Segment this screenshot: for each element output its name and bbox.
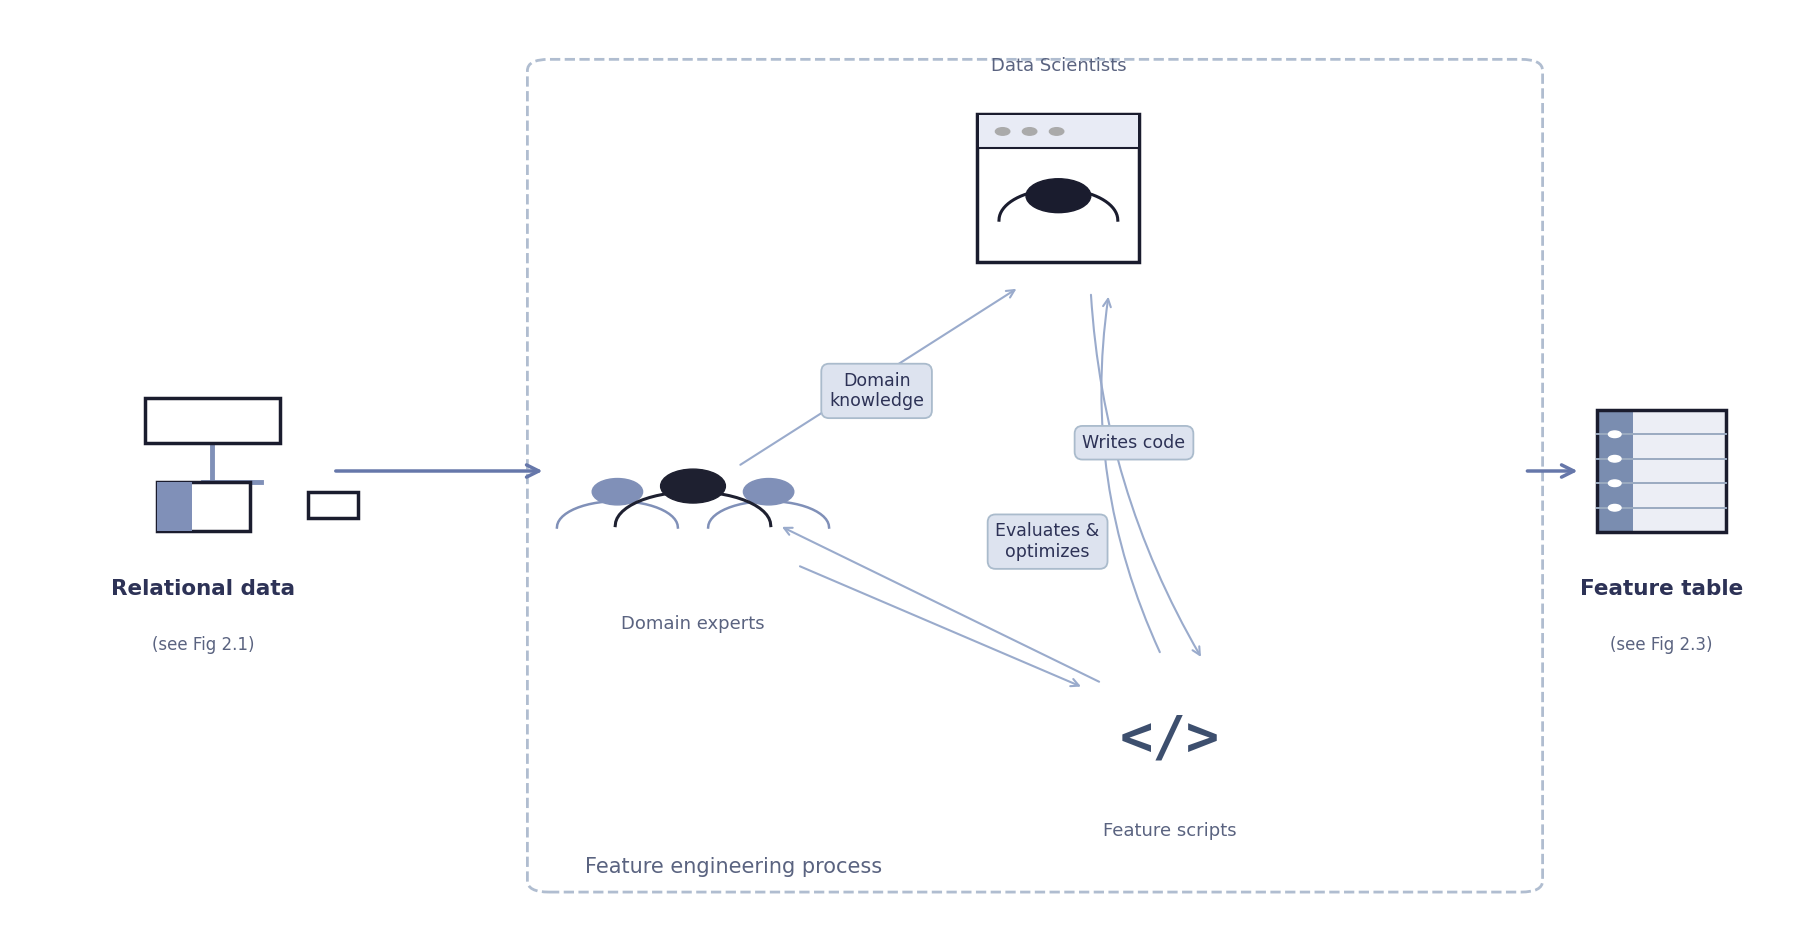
Text: Domain
knowledge: Domain knowledge	[830, 371, 923, 411]
Text: (see Fig 2.3): (see Fig 2.3)	[1611, 636, 1712, 654]
Bar	[157, 482, 250, 531]
Text: Evaluates &
optimizes: Evaluates & optimizes	[995, 522, 1100, 561]
Text: Writes code: Writes code	[1082, 433, 1186, 452]
Bar	[1597, 410, 1726, 532]
FancyBboxPatch shape	[977, 114, 1139, 262]
Circle shape	[995, 128, 1010, 136]
Circle shape	[1049, 128, 1064, 136]
Text: Data Scientists: Data Scientists	[990, 57, 1127, 75]
Bar	[144, 398, 281, 443]
Text: Domain experts: Domain experts	[621, 615, 765, 633]
Bar	[979, 115, 1138, 148]
Circle shape	[743, 479, 794, 505]
Circle shape	[661, 469, 725, 503]
Circle shape	[1022, 128, 1037, 136]
Text: (see Fig 2.1): (see Fig 2.1)	[153, 636, 254, 654]
Text: Feature scripts: Feature scripts	[1103, 822, 1237, 840]
Text: Relational data: Relational data	[112, 579, 295, 599]
Bar	[1633, 410, 1726, 532]
Text: Feature table: Feature table	[1580, 579, 1742, 599]
Text: Feature engineering process: Feature engineering process	[585, 856, 882, 877]
Bar	[308, 492, 358, 518]
Circle shape	[1609, 430, 1622, 437]
Bar	[1597, 410, 1633, 532]
Circle shape	[592, 479, 643, 505]
Circle shape	[1026, 179, 1091, 213]
Text: </>: </>	[1120, 713, 1220, 766]
Circle shape	[1609, 505, 1622, 512]
Bar	[157, 482, 193, 531]
Circle shape	[1609, 480, 1622, 487]
Circle shape	[1609, 455, 1622, 463]
